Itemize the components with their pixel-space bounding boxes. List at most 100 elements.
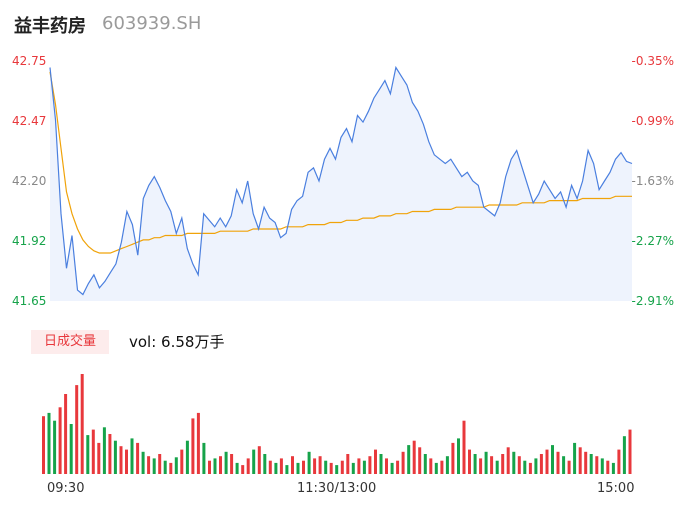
y-tick-right-3: -2.27% [631,234,674,248]
volume-legend-badge[interactable]: 日成交量 [31,330,109,354]
volume-bar [169,462,173,474]
volume-bar [241,465,245,474]
volume-bar [158,454,162,474]
volume-bar [396,460,400,474]
volume-bars [42,374,632,474]
volume-bar [418,447,422,474]
volume-bar [268,460,272,474]
volume-bar [589,454,593,474]
volume-bar [97,442,101,474]
volume-bar [374,449,377,474]
volume-bar [434,462,438,474]
volume-bar [318,456,322,474]
price-line [49,65,633,296]
volume-bar [506,447,510,474]
y-tick-left-3: 41.92 [12,234,47,248]
volume-bar [578,447,582,474]
volume-bar [202,442,206,474]
volume-bar [252,449,256,474]
volume-bar [517,456,521,474]
volume-bar [313,458,317,474]
y-tick-left-2: 42.20 [12,174,47,188]
volume-bar [324,460,328,474]
volume-bar [451,442,455,474]
volume-bar [584,451,588,474]
volume-bar [617,449,621,474]
volume-bar [628,429,632,474]
volume-bar [401,451,405,474]
volume-bar [53,420,57,474]
volume-bar [147,456,151,474]
volume-bar [512,451,516,474]
volume-bar [86,435,90,474]
stock-name: 益丰药房 [14,16,86,37]
volume-bar [180,449,184,474]
volume-bar [302,460,305,474]
average-price-line [49,71,632,254]
x-tick-open: 09:30 [47,481,85,496]
volume-bar [42,416,45,474]
y-tick-left-1: 42.47 [12,114,47,128]
volume-bar [274,462,278,474]
volume-bar [246,458,250,474]
volume-bar [473,454,477,474]
volume-bar [174,457,178,474]
volume-bar [379,454,383,474]
volume-bar [285,465,289,474]
volume-bar [600,458,604,474]
volume-bar [163,460,167,474]
volume-bar [257,446,261,474]
volume-bar [152,458,156,474]
volume-bar [113,440,117,474]
volume-bar [58,407,62,474]
volume-bar [468,449,471,474]
volume-bar [545,449,549,474]
x-tick-close: 15:00 [597,481,635,496]
volume-bar [423,454,427,474]
volume-bar [484,451,488,474]
volume-bar [102,427,106,474]
volume-bar [346,454,350,474]
volume-bar [556,451,560,474]
volume-bar [130,438,134,474]
price-area-fill [50,67,632,301]
price-lines [49,65,633,296]
volume-bar [91,429,95,474]
y-tick-left-4: 41.65 [12,294,47,308]
volume-bar [125,449,128,474]
volume-bar [136,442,140,474]
volume-bar [351,462,355,474]
volume-bar [528,462,532,474]
volume-bar [335,465,339,474]
volume-bar [534,458,538,474]
volume-bar [47,412,51,474]
volume-bar [495,460,499,474]
volume-bar [69,424,73,474]
volume-bar [606,460,610,474]
y-tick-right-1: -0.99% [631,114,674,128]
volume-bar [595,456,599,474]
y-tick-right-0: -0.35% [631,54,674,68]
x-tick-mid: 11:30/13:00 [297,481,377,496]
volume-bar [440,460,444,474]
volume-bar [573,442,577,474]
volume-bar [390,462,394,474]
y-tick-left-0: 42.75 [12,54,47,68]
volume-bar [523,460,527,474]
volume-bar [329,462,333,474]
volume-bar [479,458,483,474]
volume-bar [291,456,294,474]
volume-bar [622,436,626,474]
volume-bar [230,454,234,474]
volume-bar [490,456,494,474]
volume-bar [263,454,267,474]
stock-code: 603939.SH [102,13,202,34]
volume-summary: vol: 6.58万手 [129,333,225,351]
volume-bar [213,458,217,474]
y-tick-right-4: -2.91% [631,294,674,308]
volume-bar [75,385,79,474]
volume-bar [224,451,228,474]
volume-bar [457,438,460,474]
volume-bar [567,460,571,474]
volume-bar [551,445,554,474]
